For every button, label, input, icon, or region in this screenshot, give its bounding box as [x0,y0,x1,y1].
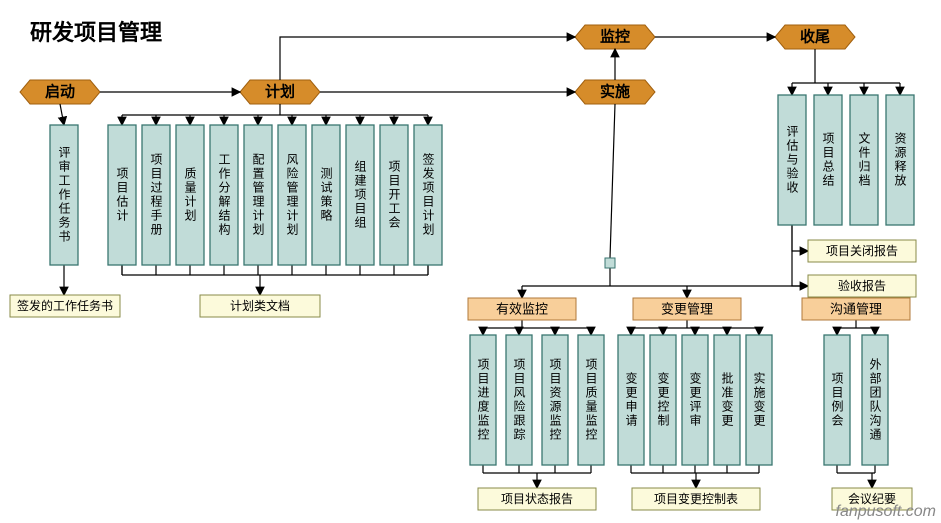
connector [610,104,615,258]
close-item-2-label: 文件归档 [857,131,871,188]
phase-monitor-label: 监控 [600,28,630,46]
change-item-3-label: 批准变更 [720,371,734,428]
plan-item-0-label: 项目估计 [115,167,129,223]
close-item-3-label: 资源释放 [893,132,907,188]
change-item-1-label: 变更控制 [656,371,670,428]
change-item-2-label: 变更评审 [688,371,702,428]
plan-output-label: 计划类文档 [230,298,290,313]
mid-header-effective-label: 有效监控 [496,302,548,317]
phase-exec-label: 实施 [600,83,630,101]
connector [792,225,808,251]
mid-header-change-label: 变更管理 [661,302,713,317]
plan-item-5-label: 风险管理计划 [285,153,299,237]
close-item-1-label: 项目总结 [821,132,835,188]
comm-item-1-label: 外部团队沟通 [868,358,882,442]
change-item-4-label: 实施变更 [752,371,766,428]
start-task-review-label: 评审工作任务书 [57,146,71,244]
phase-close-label: 收尾 [800,28,830,46]
effective-item-1-label: 项目风险跟踪 [512,358,526,442]
plan-item-8-label: 项目开工会 [387,160,401,230]
effective-item-2-label: 项目资源监控 [548,358,562,442]
close-output-1-label: 验收报告 [838,278,886,293]
close-output-0-label: 项目关闭报告 [826,243,898,258]
plan-item-3-label: 工作分解结构 [217,153,231,237]
close-item-0-label: 评估与验收 [785,125,799,195]
watermark: fanpusoft.com [836,503,937,520]
effective-item-3-label: 项目质量监控 [584,358,598,442]
connector [280,37,575,80]
plan-item-9-label: 签发项目计划 [421,152,435,237]
connector [792,225,808,286]
connector [60,104,64,125]
diagram-title: 研发项目管理 [30,20,162,45]
plan-item-6-label: 测试策略 [319,167,333,223]
start-output-label: 签发的工作任务书 [17,298,113,313]
change-output-label: 项目变更控制表 [654,491,738,506]
phase-plan-label: 计划 [265,83,295,101]
plan-item-7-label: 组建项目组 [353,160,367,230]
phase-start-label: 启动 [45,83,75,101]
change-item-0-label: 变更申请 [624,371,638,428]
plan-item-1-label: 项目过程手册 [149,153,163,237]
comm-item-0-label: 项目例会 [830,372,844,428]
effective-item-0-label: 项目进度监控 [476,358,490,442]
effective-output-label: 项目状态报告 [501,491,573,506]
decision-node [605,258,615,268]
plan-item-2-label: 质量计划 [183,167,197,223]
plan-item-4-label: 配置管理计划 [251,153,265,237]
mid-header-comm-label: 沟通管理 [830,302,882,317]
flow-diagram: 研发项目管理 启动 计划 实施 监控 收尾 评审工作任务书 项目估计 项目过程手册 质量计划 工… [0,0,941,523]
